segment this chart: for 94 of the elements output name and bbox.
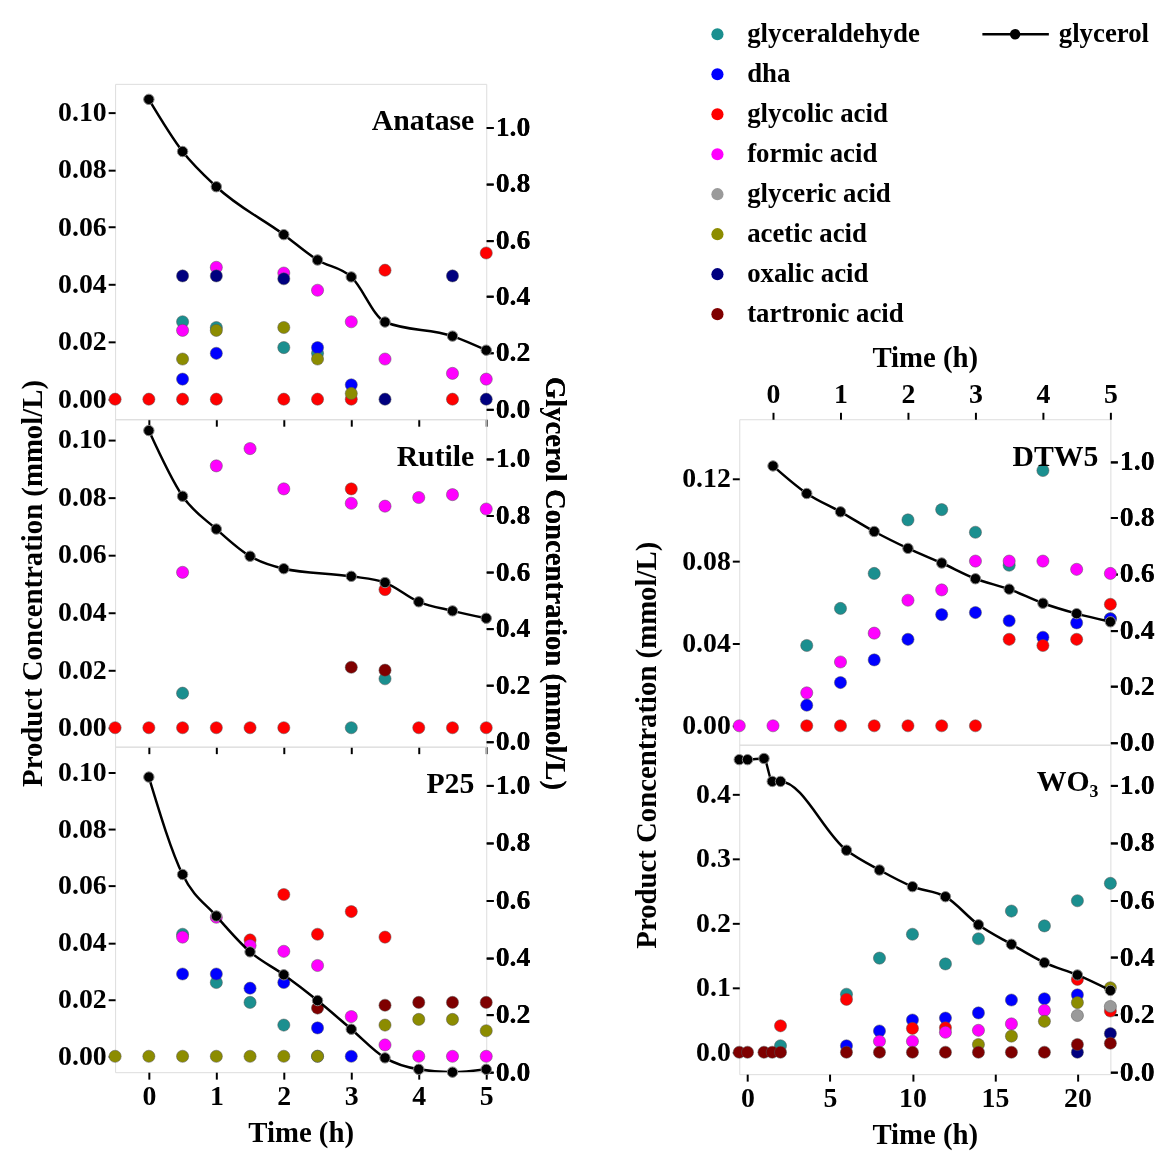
y-tick-label: 0.04 bbox=[58, 267, 107, 299]
x-axis-title: Time (h) bbox=[248, 1116, 355, 1150]
x-tick-label: 1 bbox=[834, 377, 848, 409]
y-tick-label: 0.00 bbox=[58, 1039, 107, 1071]
y2-tick-label: 0.4 bbox=[495, 941, 531, 973]
y2-tick-label: 0.0 bbox=[495, 1055, 531, 1087]
y2-tick-label: 0.4 bbox=[1119, 940, 1155, 972]
y2-tick-label: 0.8 bbox=[1119, 501, 1155, 533]
y2-tick-label: 1.0 bbox=[495, 110, 531, 142]
y-tick-label: 0.00 bbox=[58, 382, 107, 414]
y-tick-label: 0.12 bbox=[682, 462, 731, 494]
x-tick-label: 10 bbox=[899, 1082, 927, 1114]
y2-tick-label: 0.2 bbox=[1119, 998, 1155, 1030]
y2-tick-label: 0.0 bbox=[1119, 1055, 1155, 1087]
legend-label: formic acid bbox=[747, 138, 878, 169]
x-axis-title: Time (h) bbox=[872, 341, 979, 375]
y2-tick-label: 0.6 bbox=[495, 555, 531, 587]
y-tick-label: 0.04 bbox=[58, 926, 107, 958]
y-tick-label: 0.0 bbox=[696, 1035, 731, 1067]
y2-axis-title: Glycerol Concentration (mmol/L) bbox=[539, 376, 573, 791]
y2-tick-label: 0.6 bbox=[495, 883, 531, 915]
y-tick-label: 0.08 bbox=[58, 153, 107, 185]
x-axis-title: Time (h) bbox=[872, 1118, 979, 1152]
y2-tick-label: 0.8 bbox=[495, 167, 531, 199]
y2-tick-label: 0.8 bbox=[495, 498, 531, 530]
legend-label: glyceraldehyde bbox=[747, 18, 920, 49]
y-tick-label: 0.00 bbox=[58, 711, 107, 743]
x-tick-label: 0 bbox=[766, 377, 781, 409]
y-tick-label: 0.2 bbox=[696, 906, 731, 938]
x-tick-label: 20 bbox=[1064, 1082, 1092, 1114]
y-tick-label: 0.06 bbox=[58, 869, 107, 901]
x-tick-label: 3 bbox=[968, 377, 983, 409]
y-tick-label: 0.1 bbox=[696, 971, 731, 1003]
legend-label: glyceric acid bbox=[747, 178, 891, 209]
x-tick-label: 5 bbox=[823, 1082, 838, 1114]
y-tick-label: 0.06 bbox=[58, 210, 107, 242]
y2-tick-label: 0.6 bbox=[1119, 883, 1155, 915]
x-tick-label: 4 bbox=[412, 1080, 427, 1112]
y-tick-label: 0.08 bbox=[58, 480, 107, 512]
y-tick-label: 0.04 bbox=[58, 596, 107, 628]
y2-tick-label: 1.0 bbox=[1119, 768, 1155, 800]
y2-tick-label: 0.8 bbox=[1119, 826, 1155, 858]
legend-label: glycolic acid bbox=[747, 98, 888, 129]
x-tick-label: 4 bbox=[1036, 377, 1051, 409]
y2-tick-label: 0.8 bbox=[495, 826, 531, 858]
y2-tick-label: 0.2 bbox=[495, 998, 531, 1030]
x-tick-label: 2 bbox=[277, 1080, 292, 1112]
y2-tick-label: 0.4 bbox=[495, 280, 531, 312]
x-tick-label: 3 bbox=[344, 1080, 359, 1112]
y2-tick-label: 1.0 bbox=[495, 769, 531, 801]
x-tick-label: 0 bbox=[142, 1080, 157, 1112]
y-tick-label: 0.10 bbox=[58, 95, 107, 127]
y2-tick-label: 0.4 bbox=[495, 612, 531, 644]
x-tick-label: 5 bbox=[1103, 377, 1118, 409]
y2-tick-label: 0.2 bbox=[495, 336, 531, 368]
annotation: Rutile bbox=[396, 438, 475, 472]
y-tick-label: 0.02 bbox=[58, 653, 107, 685]
y-tick-label: 0.08 bbox=[682, 544, 731, 576]
y-axis-title: Product Concentration (mmol/L) bbox=[630, 541, 664, 949]
y-tick-label: 0.10 bbox=[58, 755, 107, 787]
legend-label: oxalic acid bbox=[747, 258, 869, 289]
y2-tick-label: 0.6 bbox=[1119, 557, 1155, 589]
y-tick-label: 0.08 bbox=[58, 812, 107, 844]
y-tick-label: 0.00 bbox=[682, 709, 731, 741]
annotation: P25 bbox=[426, 766, 475, 800]
legend-label: glycerol bbox=[1058, 18, 1150, 49]
y-tick-label: 0.3 bbox=[696, 842, 731, 874]
legend-label: dha bbox=[747, 58, 791, 89]
y2-tick-label: 0.6 bbox=[495, 223, 531, 255]
annotation: Anatase bbox=[371, 103, 475, 137]
y-tick-label: 0.06 bbox=[58, 538, 107, 570]
y-tick-label: 0.4 bbox=[696, 777, 731, 809]
y-tick-label: 0.02 bbox=[58, 325, 107, 357]
x-tick-label: 0 bbox=[741, 1082, 755, 1114]
y2-tick-label: 0.2 bbox=[495, 668, 531, 700]
y2-tick-label: 0.4 bbox=[1119, 613, 1155, 645]
legend-label: acetic acid bbox=[747, 218, 868, 249]
legend-label: tartronic acid bbox=[747, 298, 904, 329]
y2-tick-label: 0.0 bbox=[495, 725, 531, 757]
y2-tick-label: 0.0 bbox=[1119, 726, 1155, 758]
x-tick-label: 1 bbox=[209, 1080, 224, 1112]
y2-tick-label: 1.0 bbox=[1119, 444, 1155, 476]
y2-tick-label: 0.0 bbox=[495, 392, 531, 424]
y-tick-label: 0.02 bbox=[58, 982, 107, 1014]
y2-tick-label: 0.2 bbox=[1119, 669, 1155, 701]
y2-tick-label: 1.0 bbox=[495, 442, 531, 474]
annotation: DTW5 bbox=[1012, 438, 1099, 472]
x-tick-label: 2 bbox=[901, 377, 916, 409]
y-axis-title: Product Concentration (mmol/L) bbox=[16, 380, 50, 787]
y-tick-label: 0.04 bbox=[682, 626, 731, 658]
x-tick-label: 5 bbox=[479, 1080, 494, 1112]
x-tick-label: 15 bbox=[981, 1082, 1010, 1114]
annotation: WO₃ bbox=[1036, 764, 1099, 798]
y-tick-label: 0.10 bbox=[58, 423, 107, 455]
